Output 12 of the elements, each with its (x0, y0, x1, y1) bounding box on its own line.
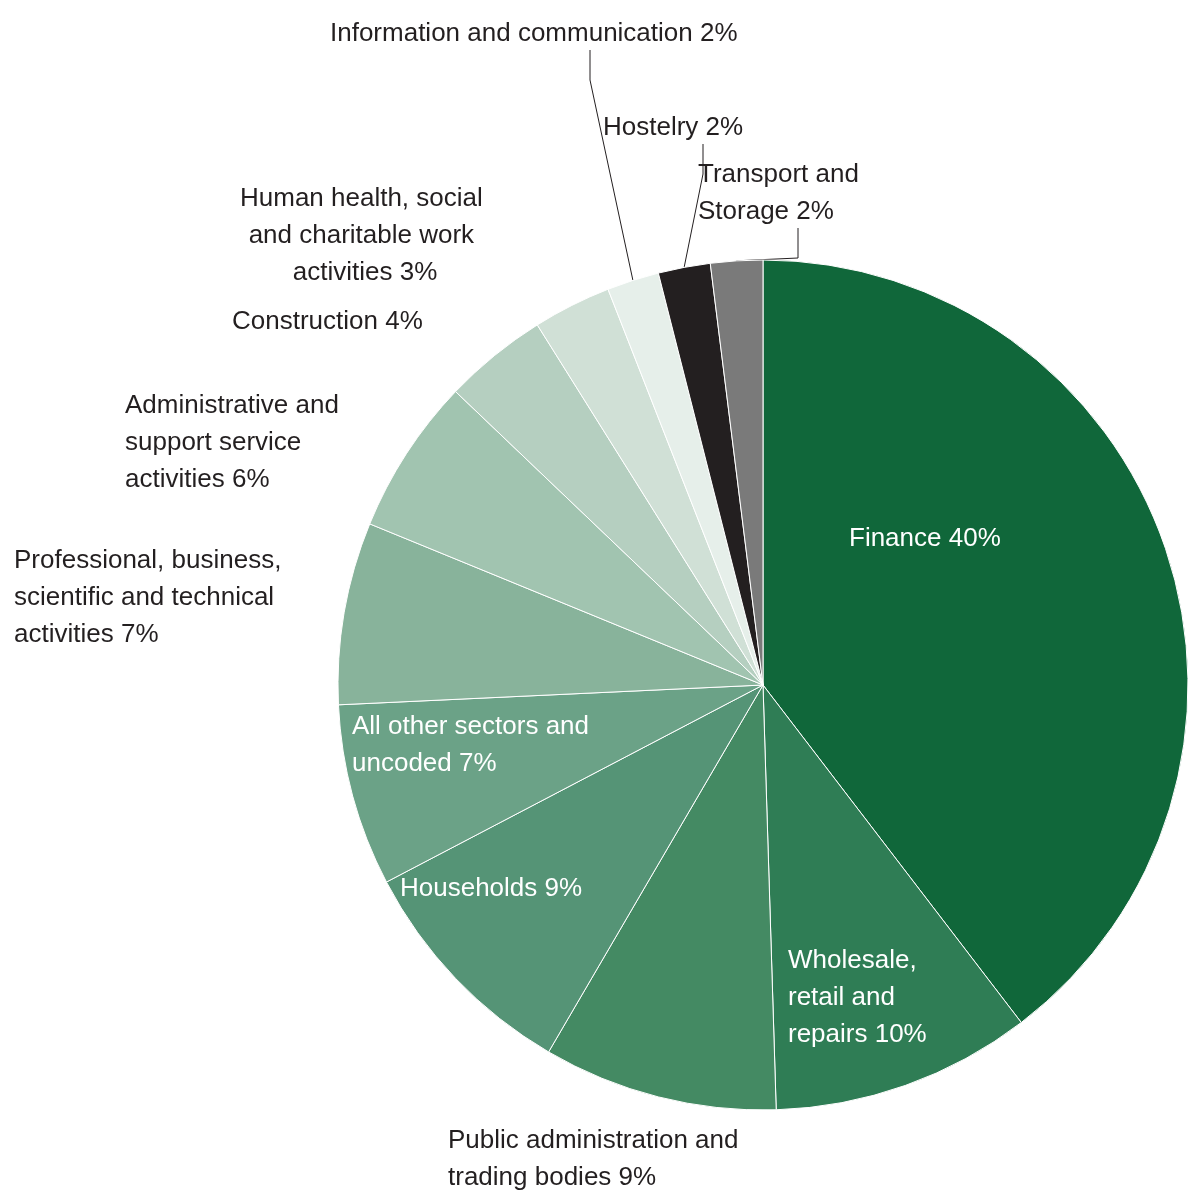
slice-label: Households 9% (400, 871, 583, 902)
slice-label: Professional, business, scientific and technical activities 7% (14, 543, 289, 648)
slice-label: Finance 40% (849, 521, 1001, 552)
slice-label: Transport and Storage 2% (698, 157, 867, 225)
slice-label: Human health, social and charitable work activities 3% (239, 181, 491, 286)
slice-label: Information and communication 2% (330, 16, 738, 47)
slice-label: Construction 4% (232, 304, 423, 335)
slice-label: All other sectors and uncoded 7% (352, 709, 597, 777)
slice-label: Wholesale, retail and repairs 10% (788, 943, 927, 1048)
slice-label: Public administration and trading bodies 9% (448, 1123, 746, 1190)
slice-label: Administrative and support service activities 6% (125, 388, 347, 493)
slice-label: Hostelry 2% (603, 110, 744, 141)
